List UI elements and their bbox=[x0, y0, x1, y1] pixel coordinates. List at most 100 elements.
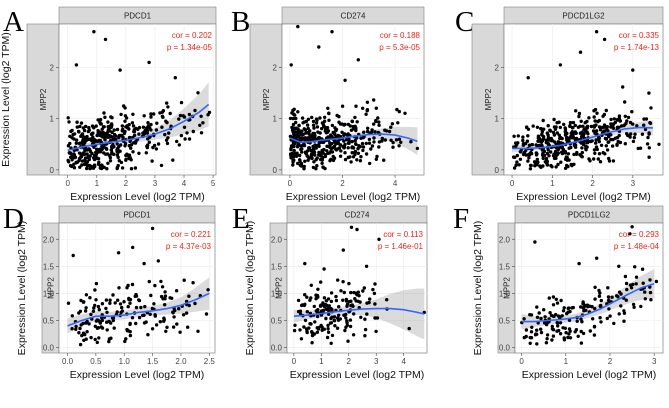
data-point bbox=[291, 122, 296, 127]
data-point bbox=[362, 286, 366, 290]
data-point bbox=[364, 152, 369, 156]
data-point bbox=[193, 301, 197, 306]
data-point bbox=[366, 126, 370, 130]
data-point bbox=[530, 325, 534, 329]
data-point bbox=[326, 106, 330, 111]
data-point bbox=[550, 324, 554, 329]
data-point bbox=[348, 318, 353, 322]
data-point bbox=[643, 290, 647, 294]
data-point bbox=[315, 310, 319, 314]
data-point bbox=[372, 291, 377, 296]
data-point bbox=[332, 315, 337, 319]
data-point bbox=[96, 129, 100, 133]
x-tick-label: 0 bbox=[65, 179, 70, 188]
data-point bbox=[376, 116, 380, 120]
data-point bbox=[127, 144, 131, 148]
data-point bbox=[92, 153, 97, 158]
data-point bbox=[551, 303, 556, 307]
y-tick-label: 1.5 bbox=[271, 262, 283, 271]
data-point bbox=[611, 123, 615, 128]
data-point bbox=[589, 124, 594, 129]
data-point bbox=[570, 130, 575, 135]
data-point bbox=[111, 293, 115, 297]
data-point bbox=[163, 297, 167, 301]
y-tick-label: 2 bbox=[50, 64, 55, 73]
y-tick-label: 0.5 bbox=[271, 317, 283, 326]
data-point bbox=[68, 141, 72, 146]
data-point bbox=[159, 279, 163, 284]
data-point bbox=[69, 164, 74, 169]
data-point bbox=[311, 137, 315, 141]
data-point bbox=[164, 138, 169, 142]
data-point bbox=[363, 334, 367, 338]
data-point bbox=[104, 298, 109, 302]
data-point bbox=[296, 24, 300, 29]
data-point bbox=[552, 153, 557, 158]
data-point bbox=[300, 129, 304, 133]
data-point bbox=[303, 261, 307, 266]
data-point bbox=[315, 330, 320, 334]
data-point bbox=[96, 304, 101, 309]
x-tick-label: 0 bbox=[292, 357, 297, 366]
data-point bbox=[165, 120, 169, 125]
data-point bbox=[518, 157, 523, 161]
facet-label: MPP2 bbox=[47, 277, 56, 299]
gridlines bbox=[59, 24, 216, 175]
data-point bbox=[554, 165, 558, 169]
data-point bbox=[515, 160, 519, 164]
data-point bbox=[319, 157, 323, 162]
data-point bbox=[629, 132, 633, 136]
data-point bbox=[303, 150, 308, 154]
data-point bbox=[622, 309, 626, 313]
data-point bbox=[598, 316, 602, 320]
data-point bbox=[353, 115, 357, 120]
data-point bbox=[390, 122, 395, 126]
data-point bbox=[72, 132, 77, 136]
data-point bbox=[163, 132, 167, 137]
data-point bbox=[558, 125, 562, 130]
data-point bbox=[125, 327, 129, 332]
data-point bbox=[550, 338, 554, 342]
data-point bbox=[374, 329, 378, 334]
data-point bbox=[343, 151, 347, 155]
data-point bbox=[540, 139, 544, 143]
data-point bbox=[365, 100, 370, 105]
data-point bbox=[311, 165, 316, 170]
data-point bbox=[132, 129, 136, 134]
data-point bbox=[581, 132, 585, 137]
data-point bbox=[173, 76, 177, 80]
data-point bbox=[122, 104, 126, 108]
data-point bbox=[152, 302, 156, 306]
data-point bbox=[353, 138, 357, 143]
panel-letter: F bbox=[453, 203, 469, 235]
data-point bbox=[348, 324, 353, 329]
data-point bbox=[187, 137, 192, 141]
data-point bbox=[80, 333, 84, 338]
data-point bbox=[341, 298, 345, 302]
data-point bbox=[372, 98, 376, 102]
facet-label: MPP2 bbox=[484, 88, 493, 110]
data-point bbox=[527, 143, 532, 147]
data-point bbox=[288, 116, 293, 121]
data-point bbox=[541, 118, 545, 123]
data-point bbox=[587, 157, 591, 161]
data-point bbox=[123, 142, 128, 146]
data-point bbox=[353, 124, 357, 128]
data-point bbox=[83, 309, 88, 313]
data-point bbox=[340, 104, 345, 108]
data-point bbox=[356, 58, 360, 62]
y-tick-label: 1.0 bbox=[499, 289, 511, 298]
data-point bbox=[330, 333, 335, 338]
data-point bbox=[185, 131, 189, 135]
panel-b: B CD274 MPP2 cor = 0.188 p = 5.3e-05 0 2 4 0 1 2 Ex… bbox=[231, 6, 425, 203]
y-tick-label: 1 bbox=[495, 115, 500, 124]
data-point bbox=[598, 128, 603, 132]
data-point bbox=[607, 307, 611, 311]
data-point bbox=[326, 297, 331, 301]
data-point bbox=[293, 323, 297, 327]
data-point bbox=[567, 327, 572, 331]
x-tick-label: 1.0 bbox=[119, 357, 131, 366]
data-point bbox=[631, 302, 636, 307]
data-point bbox=[594, 141, 598, 145]
data-point bbox=[118, 302, 123, 306]
